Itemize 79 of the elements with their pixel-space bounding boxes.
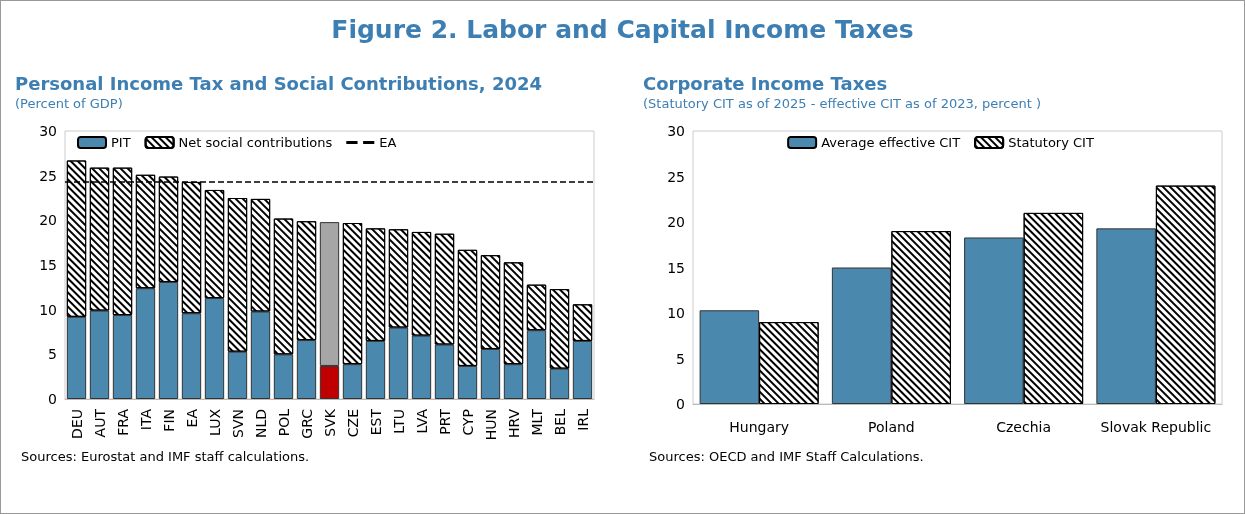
bar — [503, 364, 524, 399]
bar — [572, 340, 593, 399]
bar — [66, 316, 87, 399]
x-tick-label: EST — [367, 408, 384, 436]
x-tick-label: PRT — [436, 408, 453, 435]
x-tick-label: DEU — [68, 409, 85, 439]
y-tick-label: 10 — [667, 305, 685, 321]
bar — [1096, 228, 1156, 404]
x-tick-label: HRV — [505, 408, 522, 439]
legend-label: PIT — [111, 135, 131, 150]
bar — [273, 354, 294, 399]
y-tick-label: 0 — [48, 391, 57, 407]
bar — [204, 298, 225, 399]
x-tick-label: IRL — [574, 408, 591, 431]
text: Figure 2. Labor and Capital Income Taxes — [330, 14, 915, 46]
chart-title: Personal Income Tax and Social Contributions, 2024 — [15, 73, 543, 94]
x-tick-label: MLT — [528, 408, 545, 436]
bar — [135, 288, 156, 399]
bar — [434, 344, 455, 399]
chart-subtitle: (Percent of GDP) — [15, 96, 124, 111]
x-tick-label: FIN — [160, 409, 177, 432]
bar — [411, 335, 432, 399]
x-tick-label: HUN — [482, 409, 499, 441]
bar — [388, 327, 409, 399]
y-tick-label: 10 — [39, 301, 57, 318]
legend-label: Net social contributions — [178, 135, 333, 150]
x-tick-label: ITA — [137, 408, 154, 431]
y-tick-label: 0 — [676, 396, 685, 412]
bar — [526, 330, 547, 399]
source-note: Sources: OECD and IMF Staff Calculations. — [649, 449, 925, 464]
bar — [296, 340, 317, 399]
x-tick-label: NLD — [252, 409, 269, 439]
legend-label: Statutory CIT — [1008, 135, 1094, 150]
x-tick-label: Czechia — [996, 419, 1052, 435]
x-tick-label: SVN — [229, 409, 246, 438]
x-tick-label: AUT — [91, 408, 108, 438]
y-tick-label: 25 — [667, 168, 685, 185]
x-tick-label: Hungary — [729, 419, 790, 435]
x-tick-label: GRC — [298, 408, 315, 439]
bar — [112, 315, 133, 399]
x-tick-label: POL — [275, 408, 292, 437]
x-tick-label: SVK — [321, 408, 338, 437]
x-tick-label: Slovak Republic — [1100, 419, 1212, 435]
y-tick-label: 25 — [39, 167, 57, 184]
chart-title: Corporate Income Taxes — [643, 73, 889, 94]
bar — [457, 365, 478, 399]
bar — [964, 237, 1024, 404]
bar — [480, 348, 501, 399]
bar — [158, 281, 179, 399]
y-tick-label: 30 — [667, 123, 685, 139]
x-tick-label: LTU — [390, 409, 407, 434]
bar — [342, 364, 363, 399]
bar — [181, 313, 202, 399]
y-tick-label: 15 — [39, 257, 57, 273]
source-note: Sources: Eurostat and IMF staff calculations. — [21, 449, 311, 464]
bar — [89, 310, 110, 399]
x-tick-label: CZE — [344, 409, 361, 438]
bar — [831, 267, 892, 404]
bar — [699, 310, 760, 404]
legend-label: EA — [379, 135, 397, 150]
y-tick-label: 15 — [667, 259, 685, 276]
y-tick-label: 20 — [667, 214, 685, 230]
x-tick-label: LUX — [206, 408, 223, 436]
y-tick-label: 5 — [676, 350, 685, 367]
bar — [549, 368, 570, 399]
y-tick-label: 5 — [48, 346, 57, 363]
x-tick-label: CYP — [459, 409, 476, 436]
x-tick-label: BEL — [551, 408, 568, 436]
bar — [227, 351, 248, 399]
chart-subtitle: (Statutory CIT as of 2025 - effective CIT as of 2023, percent ) — [643, 96, 1042, 111]
y-tick-label: 20 — [39, 212, 57, 229]
x-tick-label: FRA — [114, 408, 131, 436]
y-tick-label: 30 — [39, 123, 57, 139]
bar — [250, 311, 271, 399]
x-tick-label: LVA — [413, 408, 430, 434]
x-tick-label: EA — [183, 408, 200, 428]
bar — [365, 340, 386, 399]
x-tick-label: Poland — [868, 419, 915, 435]
legend-label: Average effective CIT — [821, 135, 961, 150]
